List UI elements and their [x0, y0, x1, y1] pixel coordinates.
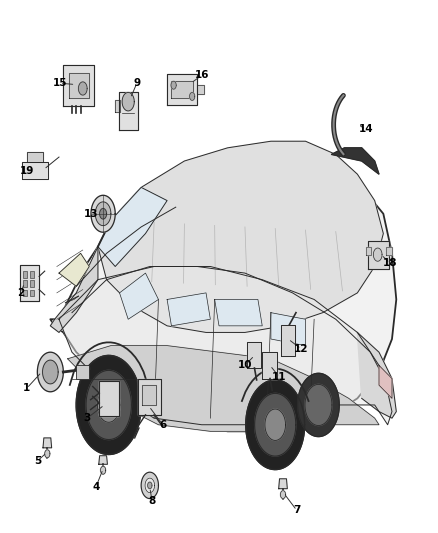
- Polygon shape: [262, 352, 276, 378]
- Polygon shape: [298, 373, 339, 437]
- Polygon shape: [265, 409, 286, 440]
- Polygon shape: [91, 195, 115, 232]
- Polygon shape: [115, 100, 120, 111]
- Bar: [30, 289, 34, 296]
- Polygon shape: [97, 387, 120, 422]
- Polygon shape: [167, 74, 198, 105]
- Text: 1: 1: [23, 383, 30, 393]
- Text: 7: 7: [293, 505, 300, 515]
- Polygon shape: [98, 188, 167, 266]
- Text: 6: 6: [159, 419, 166, 430]
- Polygon shape: [271, 313, 305, 345]
- Polygon shape: [332, 148, 379, 174]
- Polygon shape: [20, 264, 39, 302]
- Polygon shape: [190, 92, 195, 100]
- Polygon shape: [120, 273, 159, 319]
- Text: 10: 10: [238, 360, 252, 370]
- Text: 14: 14: [359, 124, 373, 134]
- Polygon shape: [357, 333, 396, 418]
- Text: 5: 5: [34, 456, 41, 466]
- Bar: [23, 271, 27, 278]
- Polygon shape: [99, 456, 107, 464]
- Polygon shape: [22, 163, 48, 179]
- Polygon shape: [246, 380, 304, 470]
- Polygon shape: [171, 80, 193, 99]
- Polygon shape: [171, 81, 176, 89]
- Text: 15: 15: [53, 78, 67, 88]
- Polygon shape: [42, 360, 58, 384]
- Polygon shape: [247, 342, 261, 368]
- Polygon shape: [254, 393, 296, 456]
- Polygon shape: [368, 241, 389, 269]
- Text: 8: 8: [148, 496, 155, 506]
- Polygon shape: [43, 438, 52, 448]
- Polygon shape: [100, 208, 106, 219]
- Polygon shape: [215, 300, 262, 326]
- Polygon shape: [281, 325, 295, 356]
- Text: 9: 9: [133, 78, 141, 88]
- Bar: [30, 271, 34, 278]
- Polygon shape: [167, 293, 210, 326]
- Polygon shape: [78, 82, 87, 95]
- Polygon shape: [98, 141, 383, 333]
- Polygon shape: [141, 472, 159, 498]
- Polygon shape: [142, 385, 156, 405]
- Polygon shape: [119, 92, 138, 130]
- Text: 2: 2: [18, 288, 25, 298]
- Polygon shape: [366, 247, 371, 255]
- Bar: [23, 280, 27, 287]
- Polygon shape: [76, 356, 141, 455]
- Polygon shape: [67, 345, 379, 431]
- Polygon shape: [145, 478, 155, 492]
- Polygon shape: [379, 366, 392, 398]
- Polygon shape: [122, 92, 134, 111]
- Bar: [30, 280, 34, 287]
- Text: 16: 16: [194, 70, 209, 80]
- Polygon shape: [100, 466, 106, 474]
- Bar: [23, 289, 27, 296]
- Polygon shape: [50, 155, 396, 431]
- Polygon shape: [37, 352, 64, 392]
- Bar: [76, 366, 89, 378]
- Text: 3: 3: [84, 413, 91, 423]
- Polygon shape: [27, 152, 42, 163]
- Text: 13: 13: [84, 209, 99, 219]
- Polygon shape: [280, 491, 286, 498]
- Text: 4: 4: [92, 482, 99, 492]
- Polygon shape: [148, 482, 152, 489]
- Polygon shape: [95, 202, 111, 225]
- Polygon shape: [198, 85, 204, 94]
- Polygon shape: [279, 479, 287, 489]
- Polygon shape: [373, 248, 382, 261]
- Polygon shape: [64, 66, 95, 106]
- Text: 12: 12: [294, 344, 308, 354]
- Polygon shape: [86, 370, 131, 440]
- Polygon shape: [138, 378, 161, 415]
- Polygon shape: [305, 384, 332, 425]
- Polygon shape: [50, 247, 98, 333]
- Polygon shape: [386, 247, 392, 255]
- Polygon shape: [59, 266, 392, 425]
- Text: 18: 18: [382, 258, 397, 268]
- Text: 11: 11: [272, 372, 287, 382]
- Text: 19: 19: [19, 166, 34, 176]
- Polygon shape: [45, 450, 50, 458]
- Polygon shape: [68, 74, 89, 99]
- Polygon shape: [59, 253, 89, 286]
- Polygon shape: [99, 381, 119, 416]
